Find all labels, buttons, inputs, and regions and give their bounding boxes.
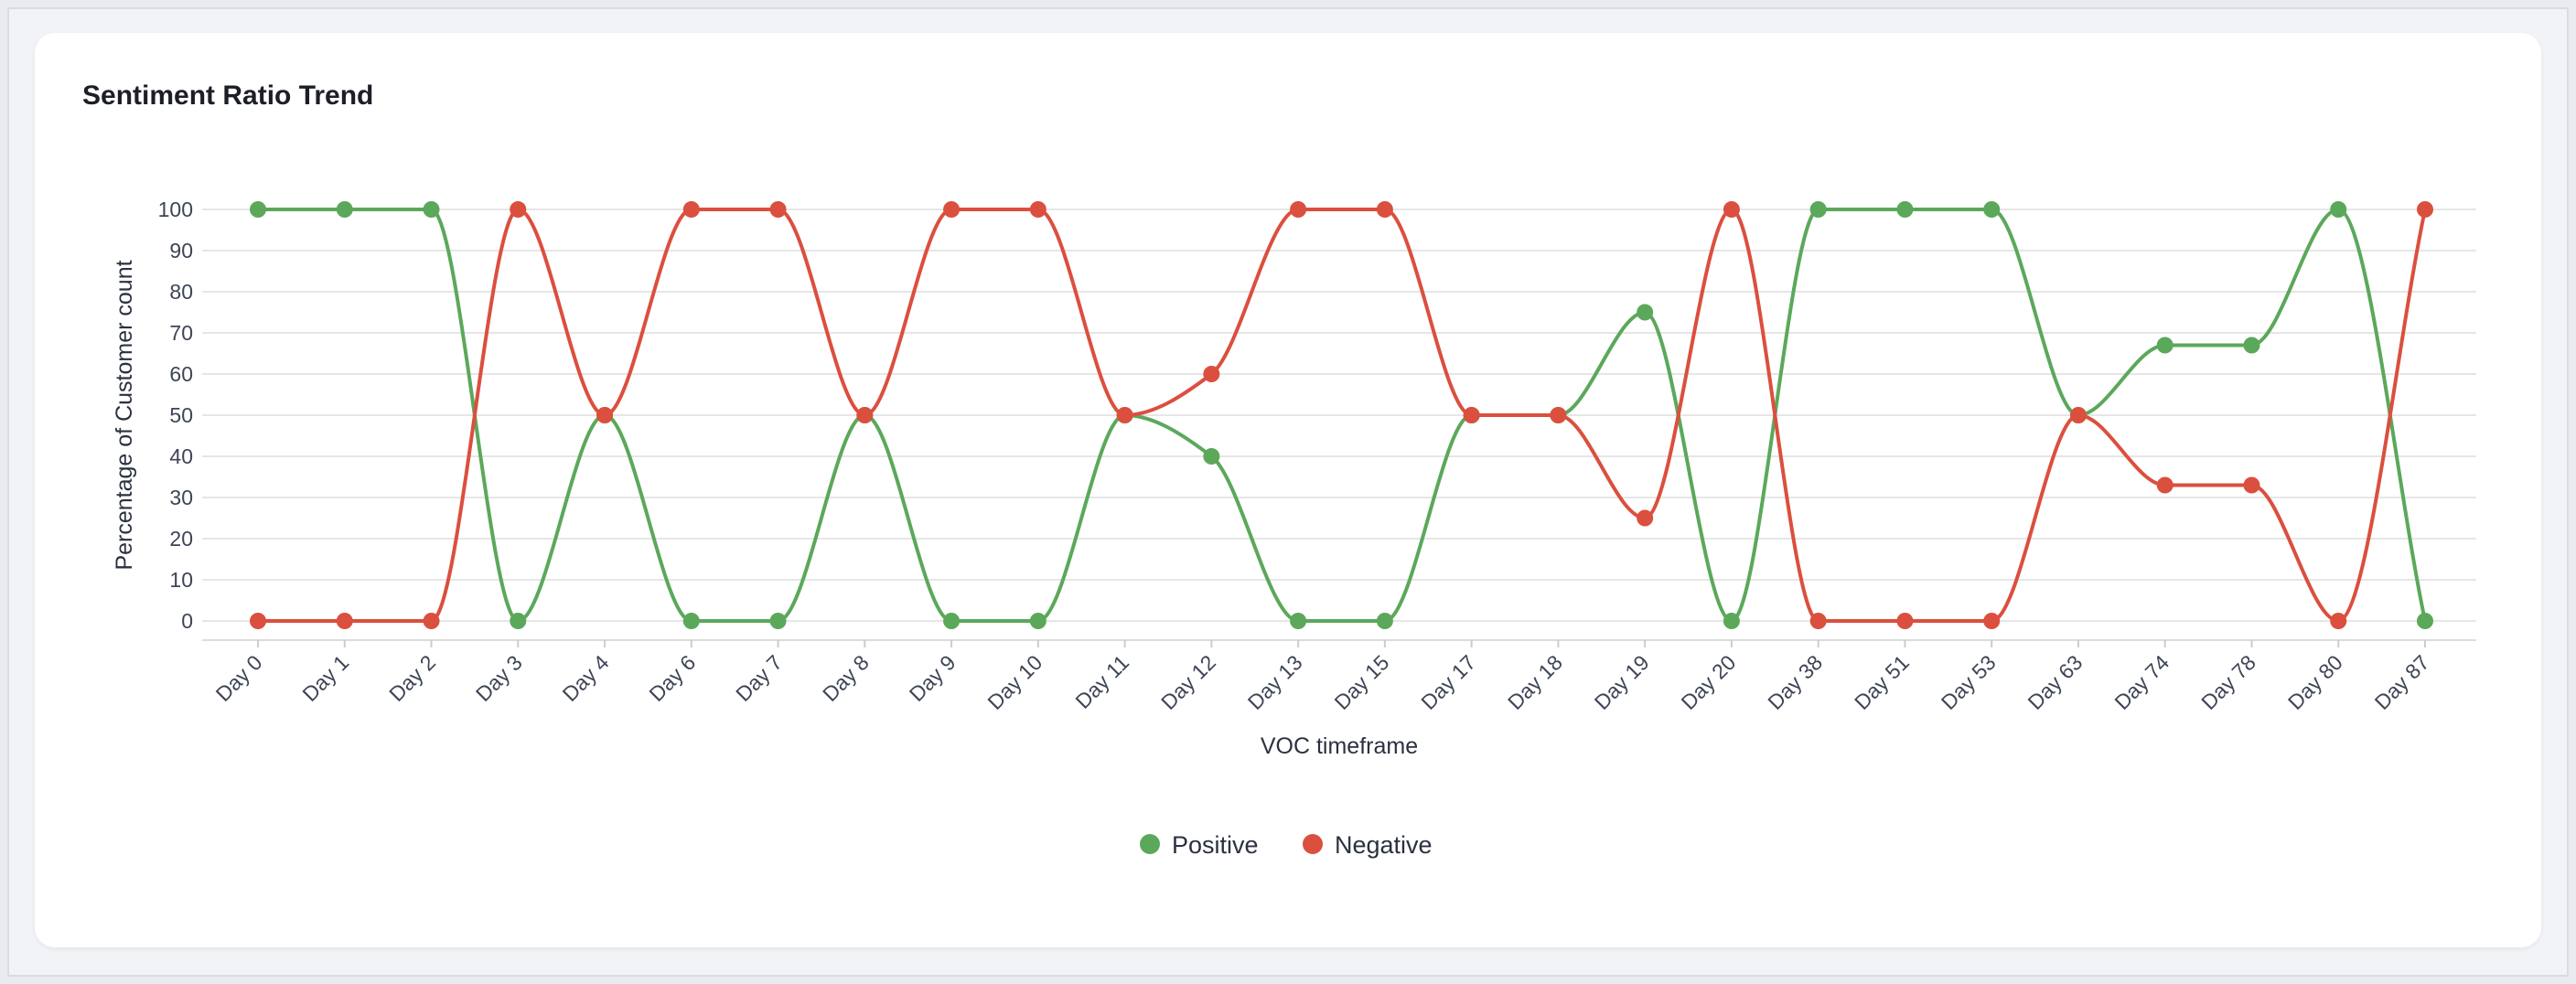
x-tick-label: Day 8 <box>818 650 874 706</box>
data-point-negative <box>1463 407 1480 423</box>
x-tick-label: Day 0 <box>211 650 267 706</box>
y-tick-label: 60 <box>169 362 193 386</box>
x-tick-label: Day 19 <box>1590 650 1654 714</box>
data-point-positive <box>769 613 787 629</box>
data-point-positive <box>682 613 700 629</box>
chart-card: Sentiment Ratio Trend <box>35 33 2541 947</box>
x-tick-label: Day 12 <box>1156 650 1220 714</box>
data-point-positive <box>2330 201 2347 218</box>
data-point-positive <box>1203 448 1220 465</box>
x-tick-label: Day 13 <box>1243 650 1307 714</box>
y-tick-label: 100 <box>158 198 193 221</box>
chart-title: Sentiment Ratio Trend <box>82 80 374 111</box>
data-point-positive <box>1983 201 2001 218</box>
x-tick-label: Day 3 <box>471 650 527 706</box>
x-tick-label: Day 10 <box>982 650 1046 714</box>
x-tick-label: Day 17 <box>1416 650 1480 714</box>
data-point-negative <box>2069 407 2087 423</box>
data-point-positive <box>1029 613 1046 629</box>
data-point-positive <box>2417 613 2433 629</box>
x-tick-label: Day 1 <box>297 650 353 706</box>
x-tick-label: Day 9 <box>905 650 961 706</box>
x-tick-label: Day 38 <box>1763 650 1827 714</box>
x-tick-label: Day 51 <box>1850 650 1914 714</box>
data-point-positive <box>1637 304 1654 321</box>
y-tick-label: 10 <box>169 568 193 592</box>
x-tick-label: Day 7 <box>731 650 787 706</box>
data-point-positive <box>336 201 353 218</box>
data-point-negative <box>1896 613 1914 629</box>
x-tick-label: Day 15 <box>1330 650 1394 714</box>
data-point-negative <box>250 613 266 629</box>
data-point-positive <box>250 201 266 218</box>
data-point-negative <box>682 201 700 218</box>
legend-label: Positive <box>1172 831 1259 859</box>
legend-label: Negative <box>1335 831 1433 859</box>
data-point-positive <box>1723 613 1740 629</box>
data-point-positive <box>2243 337 2260 354</box>
x-tick-label: Day 4 <box>558 650 614 706</box>
x-tick-label: Day 53 <box>1937 650 2001 714</box>
legend-marker-icon <box>1140 834 1160 854</box>
data-point-positive <box>423 201 440 218</box>
x-tick-label: Day 2 <box>384 650 440 706</box>
data-point-negative <box>2156 476 2174 494</box>
data-point-negative <box>769 201 787 218</box>
data-point-positive <box>1809 201 1827 218</box>
data-point-negative <box>423 613 440 629</box>
x-tick-label: Day 18 <box>1503 650 1567 714</box>
x-axis-title: VOC timeframe <box>1261 733 1418 759</box>
data-point-negative <box>596 407 614 423</box>
data-point-positive <box>1896 201 1914 218</box>
legend-item-positive[interactable]: Positive <box>1140 831 1259 859</box>
y-axis-title: Percentage of Customer count <box>112 260 137 570</box>
data-point-negative <box>1203 366 1220 382</box>
data-point-negative <box>1637 509 1654 527</box>
data-point-positive <box>2156 337 2174 354</box>
legend-item-negative[interactable]: Negative <box>1303 831 1433 859</box>
x-tick-label: Day 80 <box>2283 650 2347 714</box>
data-point-positive <box>510 613 527 629</box>
x-tick-label: Day 20 <box>1677 650 1741 714</box>
data-point-negative <box>1809 613 1827 629</box>
data-point-negative <box>336 613 353 629</box>
y-tick-label: 70 <box>169 321 193 345</box>
x-tick-label: Day 6 <box>644 650 700 706</box>
data-point-negative <box>856 407 874 423</box>
data-point-positive <box>1290 613 1307 629</box>
legend-marker-icon <box>1303 834 1323 854</box>
data-point-negative <box>1723 201 1740 218</box>
data-point-negative <box>1116 407 1133 423</box>
data-point-positive <box>943 613 961 629</box>
y-tick-label: 30 <box>169 486 193 509</box>
x-tick-label: Day 78 <box>2196 650 2260 714</box>
y-tick-label: 90 <box>169 239 193 262</box>
data-point-negative <box>2243 476 2260 494</box>
x-tick-label: Day 74 <box>2109 650 2174 714</box>
x-tick-label: Day 87 <box>2370 650 2434 714</box>
data-point-negative <box>2417 201 2433 218</box>
data-point-negative <box>1290 201 1307 218</box>
y-tick-label: 0 <box>181 609 193 633</box>
data-point-negative <box>943 201 961 218</box>
data-point-negative <box>1983 613 2001 629</box>
y-tick-label: 80 <box>169 280 193 304</box>
y-tick-label: 20 <box>169 527 193 551</box>
data-point-negative <box>510 201 527 218</box>
y-tick-label: 50 <box>169 403 193 427</box>
x-tick-label: Day 11 <box>1070 650 1133 713</box>
data-point-positive <box>1376 613 1393 629</box>
x-tick-label: Day 63 <box>2023 650 2088 714</box>
data-point-negative <box>1029 201 1046 218</box>
y-tick-label: 40 <box>169 444 193 468</box>
data-point-negative <box>1376 201 1393 218</box>
data-point-negative <box>2330 613 2347 629</box>
data-point-negative <box>1550 407 1567 423</box>
